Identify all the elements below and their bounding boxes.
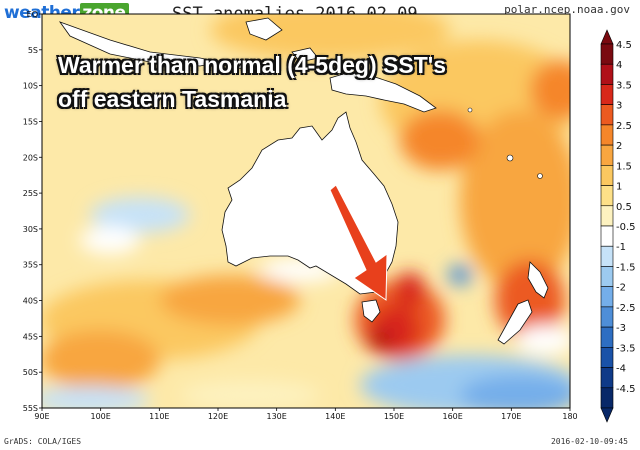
x-tick-label: 110E [149,412,169,421]
indonesia-islands [58,17,319,71]
colorbar-label: 4 [616,60,622,71]
y-tick-label: 30S [23,225,38,234]
map-frame [41,13,571,409]
colorbar-label: -4 [616,364,626,375]
y-tick-label: 5S [28,46,38,55]
longitude-axis: 90E 100E 110E 120E 130E 140E 150E 160E 170E 180 [34,408,578,421]
colorbar-label: 3 [616,101,622,112]
colorbar-swatch [600,286,614,308]
y-tick-label: 50S [23,368,38,377]
colorbar-label: -1 [616,242,626,253]
anomaly-field [42,14,570,408]
colorbar-swatch [600,165,614,186]
colorbar-label: -3.5 [616,343,636,354]
colorbar-top-arrow [600,29,614,45]
colorbar-swatch [600,266,614,287]
x-tick-label: 140E [325,412,345,421]
colorbar-swatch [600,43,614,65]
colorbar-label: 2 [616,141,622,152]
colorbar-swatch [600,205,614,227]
colorbar-swatch [600,326,614,348]
colorbar-label: 1.5 [616,161,632,172]
colorbar-bottom-arrow [600,407,614,423]
colorbar-swatch [600,124,614,146]
y-tick-label: EQ [27,10,38,19]
colorbar-label: -4.5 [616,384,636,395]
data-source: polar.ncep.noaa.gov [504,3,630,16]
colorbar-legend: 4.5 4 3.5 3 2.5 2 1.5 1 0.5 -0.5 -1 -1.5 -2 -2.5 -3 -3.… [600,29,636,423]
y-tick-label: 25S [23,189,38,198]
colorbar-label: 4.5 [616,40,632,51]
annotation-line-1: Warmer than normal (4-5deg) SST's [58,52,447,78]
colorbar-label: -3 [616,323,626,334]
colorbar-swatch [600,185,614,207]
x-tick-label: 170E [501,412,521,421]
australia-landmass [221,111,399,295]
colorbar-label: -2.5 [616,303,636,314]
colorbar-label: 3.5 [616,80,632,91]
latitude-axis: EQ 5S 10S 15S 20S 25S 30S 35S 40S 45S 50S 55S [23,10,42,413]
colorbar-swatch [600,63,614,85]
colorbar-swatch [600,84,614,105]
y-tick-label: 55S [23,404,38,413]
colorbar-label: 0.5 [616,202,632,213]
colorbar-label: 1 [616,182,622,193]
colorbar-swatch [600,367,614,389]
x-tick-label: 160E [443,412,463,421]
x-tick-label: 180 [562,412,577,421]
colorbar-swatch [600,245,614,267]
colorbar-label: -0.5 [616,222,636,233]
colorbar-label: -1.5 [616,262,636,273]
y-tick-label: 40S [23,297,38,306]
x-tick-label: 100E [91,412,111,421]
colorbar-swatch [600,347,614,368]
colorbar-swatch [600,225,614,247]
y-tick-label: 15S [23,117,38,126]
footer-timestamp: 2016-02-10-09:45 [550,437,628,446]
colorbar-swatch [600,387,614,409]
x-tick-label: 130E [267,412,287,421]
colorbar-swatch [600,144,614,166]
colorbar-label: 2.5 [616,121,632,132]
footer-credit: GrADS: COLA/IGES [4,437,82,446]
colorbar-label: -2 [616,283,626,294]
annotation-line-2: off eastern Tasmania [58,86,287,112]
y-tick-label: 20S [23,153,38,162]
colorbar-swatch [600,104,614,126]
x-tick-label: 120E [208,412,228,421]
tasmania-landmass [361,299,381,323]
arrow-annotation [329,184,388,301]
y-tick-label: 10S [23,82,38,91]
y-tick-label: 45S [23,332,38,341]
colorbar-swatch [600,306,614,328]
new-guinea-landmass [329,71,437,113]
y-tick-label: 35S [23,261,38,270]
new-zealand-landmass [497,261,549,345]
x-tick-label: 90E [34,412,49,421]
x-tick-label: 150E [384,412,404,421]
